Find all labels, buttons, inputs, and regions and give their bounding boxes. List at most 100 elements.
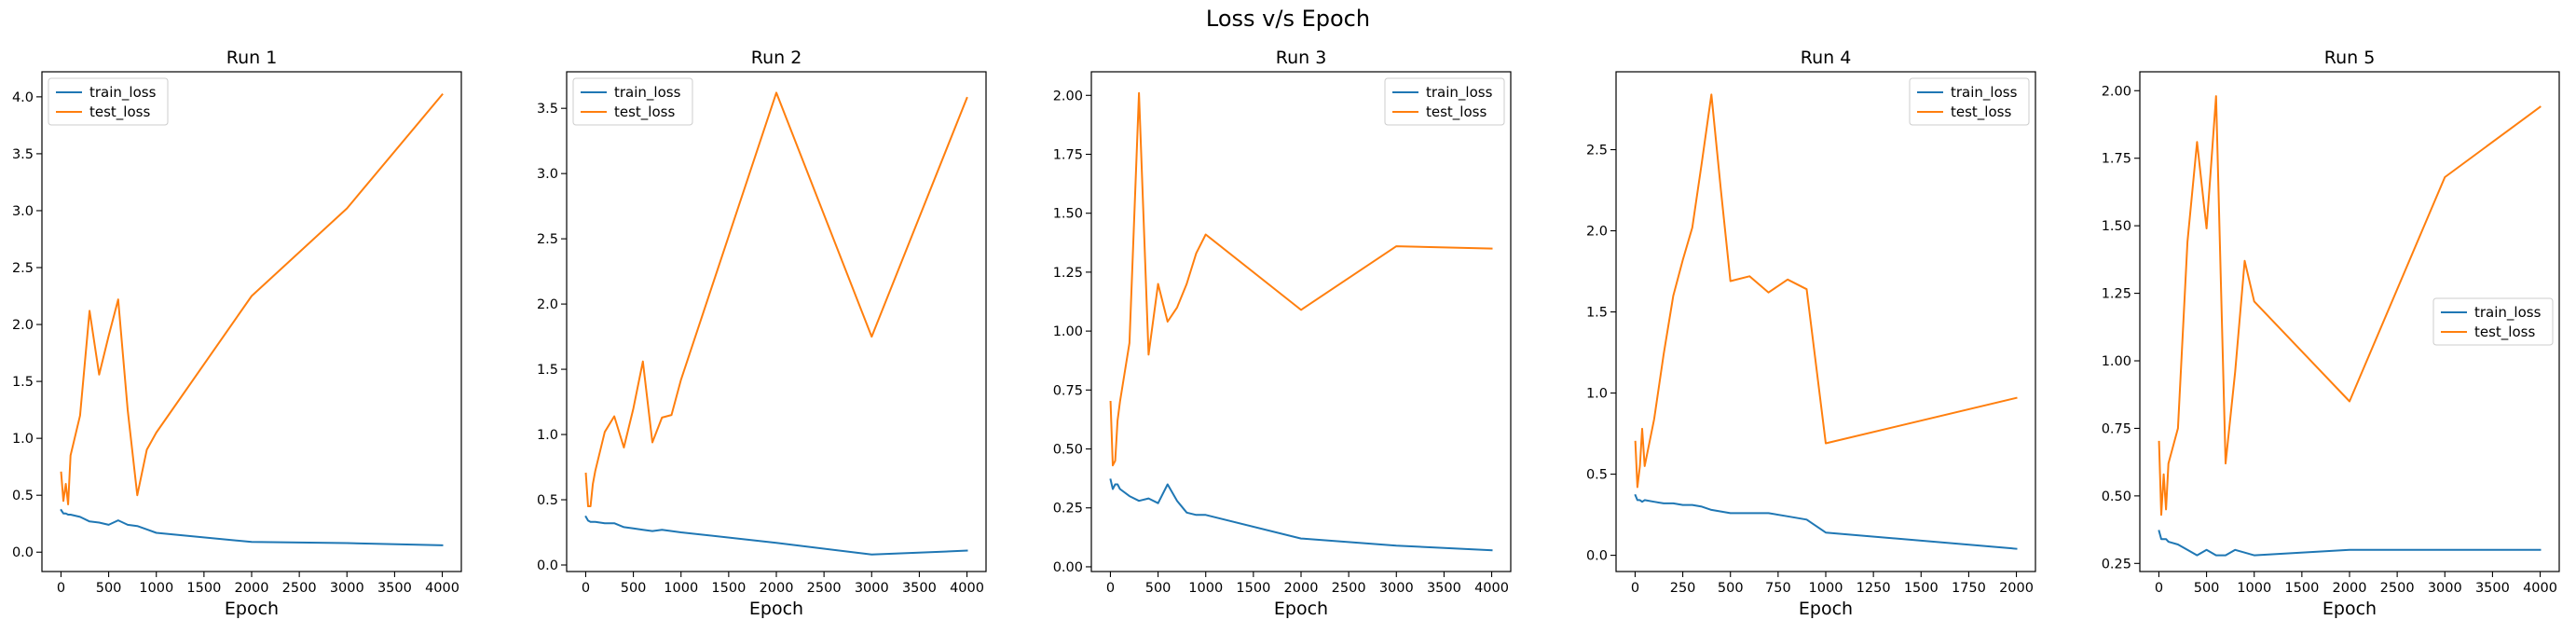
- x-tick-label: 2000: [235, 581, 269, 596]
- x-tick-label: 0: [57, 581, 65, 596]
- y-tick-label: 1.25: [2102, 287, 2131, 302]
- y-tick-label: 0.0: [537, 558, 558, 573]
- x-tick-label: 0: [582, 581, 590, 596]
- series-line-test-loss: [60, 92, 444, 505]
- subplot-run-2: Run 2 Epoch 0 500 1000 1500 2000 2500 3000 3500 40…: [537, 48, 987, 619]
- x-tick-label: 1000: [139, 581, 173, 596]
- plot-frame: [566, 71, 987, 572]
- y-tick-label: 0.50: [1053, 443, 1083, 458]
- y-tick-label: 1.5: [537, 363, 558, 378]
- x-tick-label: 500: [1718, 581, 1744, 596]
- x-tick-label: 1000: [664, 581, 698, 596]
- legend-label: train_loss: [89, 84, 157, 102]
- series-line-test-loss: [1109, 91, 1493, 467]
- subplot-title: Run 3: [1276, 48, 1327, 68]
- y-tick-label: 0.5: [1586, 468, 1608, 483]
- y-tick-label: 2.0: [1586, 225, 1608, 240]
- y-tick-label: 0.50: [2102, 489, 2131, 504]
- y-tick-label: 2.5: [537, 232, 558, 247]
- x-tick-label: 4000: [2523, 581, 2557, 596]
- y-tick-label: 3.5: [537, 102, 558, 117]
- x-tick-label: 3500: [902, 581, 937, 596]
- y-tick-label: 1.75: [1053, 147, 1083, 162]
- y-tick-label: 1.0: [12, 432, 34, 447]
- x-tick-label: 1250: [1857, 581, 1891, 596]
- x-axis-label: Epoch: [1274, 599, 1328, 619]
- x-tick-label: 2000: [2333, 581, 2367, 596]
- series-line-train-loss: [2158, 530, 2542, 557]
- y-tick-label: 0.0: [1586, 549, 1608, 564]
- x-tick-label: 2000: [1999, 581, 2034, 596]
- y-tick-label: 1.50: [2102, 219, 2131, 234]
- x-tick-label: 2500: [1332, 581, 1366, 596]
- legend-label: train_loss: [2474, 304, 2542, 322]
- y-tick-label: 1.5: [1586, 306, 1608, 321]
- y-tick-label: 2.00: [1053, 89, 1083, 103]
- legend-frame: [48, 77, 169, 126]
- x-tick-label: 250: [1670, 581, 1696, 596]
- y-tick-label: 2.0: [12, 318, 34, 333]
- x-tick-label: 0: [2155, 581, 2163, 596]
- x-tick-label: 4000: [425, 581, 459, 596]
- x-axis-label: Epoch: [225, 599, 279, 619]
- y-tick-label: 1.0: [1586, 387, 1608, 402]
- legend-label: test_loss: [1951, 103, 2011, 121]
- y-tick-label: 1.25: [1053, 266, 1083, 281]
- x-tick-label: 0: [1631, 581, 1639, 596]
- series-line-train-loss: [60, 508, 444, 546]
- subplot-run-1: Run 1 Epoch 0 500 1000 1500 2000 2500 3000 3500 40…: [12, 48, 462, 619]
- x-tick-label: 1500: [1236, 581, 1270, 596]
- x-tick-label: 1750: [1952, 581, 1986, 596]
- y-tick-label: 1.00: [1053, 324, 1083, 339]
- subplot-title: Run 4: [1801, 48, 1852, 68]
- legend-label: test_loss: [1426, 103, 1487, 121]
- y-tick-label: 0.0: [12, 545, 34, 560]
- x-tick-label: 500: [621, 581, 647, 596]
- x-tick-label: 3000: [855, 581, 889, 596]
- figure-title: Loss v/s Epoch: [1206, 6, 1370, 32]
- x-tick-label: 1500: [1904, 581, 1939, 596]
- x-tick-label: 2500: [807, 581, 842, 596]
- x-tick-label: 1500: [186, 581, 221, 596]
- subplot-run-5: Run 5 Epoch 0 500 1000 1500 2000 2500 3000 3500 40…: [2102, 48, 2560, 619]
- legend-label: test_loss: [614, 103, 675, 121]
- y-tick-label: 1.0: [537, 428, 558, 443]
- y-tick-label: 0.5: [537, 493, 558, 508]
- x-tick-label: 3000: [1379, 581, 1414, 596]
- y-tick-label: 2.5: [1586, 144, 1608, 158]
- subplot-title: Run 5: [2324, 48, 2376, 68]
- x-tick-label: 1500: [711, 581, 746, 596]
- y-tick-label: 0.00: [1053, 560, 1083, 575]
- series-line-test-loss: [1634, 93, 2018, 489]
- x-tick-label: 3500: [2475, 581, 2510, 596]
- series-line-train-loss: [1634, 493, 2018, 550]
- legend-label: train_loss: [614, 84, 681, 102]
- y-tick-label: 1.75: [2102, 152, 2131, 167]
- legend-label: train_loss: [1951, 84, 2018, 102]
- x-tick-label: 500: [2194, 581, 2220, 596]
- subplot-run-3: Run 3 Epoch 0 500 1000 1500 2000 2500 3000 3500 40…: [1053, 48, 1512, 619]
- x-axis-label: Epoch: [1799, 599, 1853, 619]
- y-tick-label: 0.5: [12, 489, 34, 503]
- y-tick-label: 1.50: [1053, 207, 1083, 222]
- legend-frame: [572, 77, 693, 126]
- series-line-test-loss: [584, 91, 968, 507]
- x-tick-label: 2500: [282, 581, 317, 596]
- x-axis-label: Epoch: [2323, 599, 2377, 619]
- y-tick-label: 0.75: [1053, 383, 1083, 398]
- legend-label: test_loss: [89, 103, 150, 121]
- x-tick-label: 1000: [2237, 581, 2271, 596]
- legend-frame: [2432, 297, 2554, 346]
- y-tick-label: 3.5: [12, 147, 34, 162]
- series-line-train-loss: [584, 515, 968, 556]
- x-tick-label: 1000: [1188, 581, 1223, 596]
- series-line-test-loss: [2158, 95, 2542, 517]
- plot-frame: [41, 71, 462, 572]
- y-tick-label: 0.75: [2102, 421, 2131, 436]
- subplot-title: Run 2: [751, 48, 802, 68]
